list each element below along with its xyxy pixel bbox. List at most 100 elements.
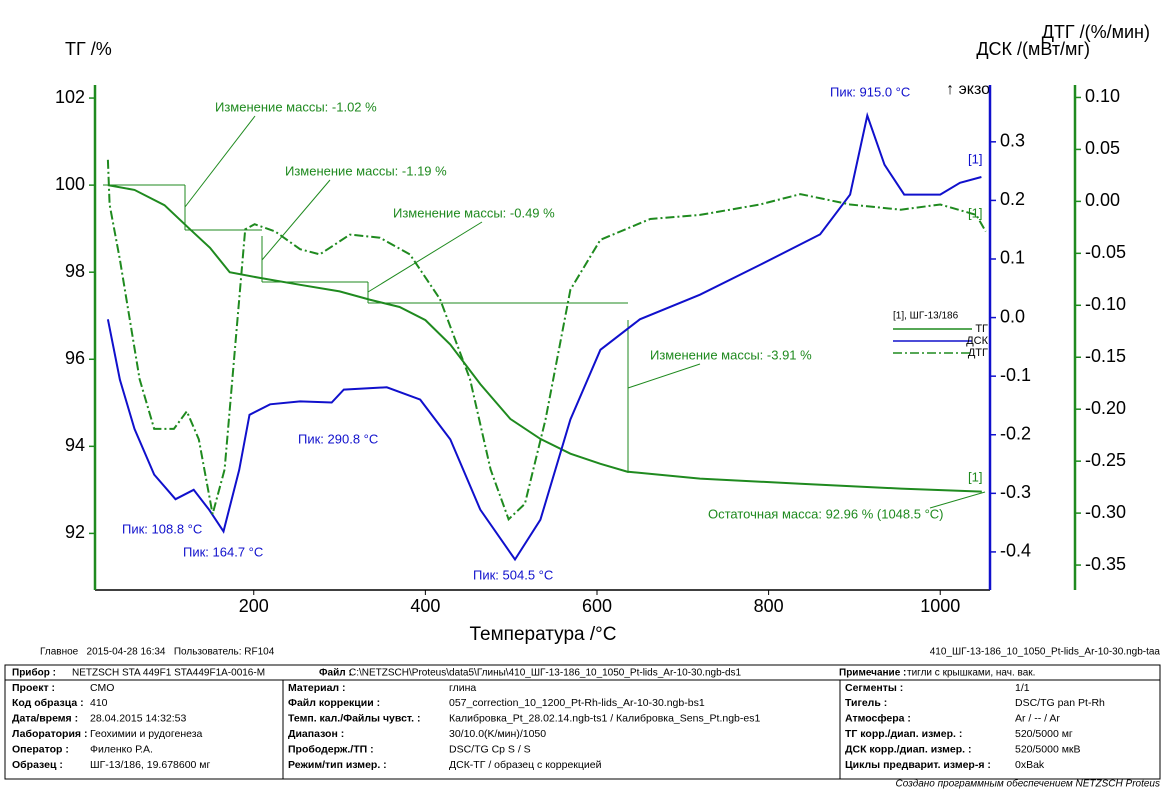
info-value: DSC/TG pan Pt-Rh — [1015, 697, 1105, 709]
y-tick-label: 96 — [65, 348, 85, 368]
x-tick-label: 200 — [239, 596, 269, 616]
info-label: Темп. кал./Файлы чувст. : — [288, 713, 420, 725]
info-label: Циклы предварит. измер-я : — [845, 759, 991, 771]
annotation: Изменение массы: -3.91 % — [650, 347, 812, 362]
series-line — [106, 159, 987, 522]
legend-label: ДСК — [966, 335, 988, 347]
info-label: Файл : — [319, 668, 352, 679]
series-line — [107, 184, 982, 493]
info-label: Прибор : — [12, 667, 56, 679]
y-tick-label: 0.10 — [1085, 86, 1120, 106]
info-label: Прободерж./ТП : — [288, 743, 374, 755]
annotation: [1] — [968, 205, 982, 220]
info-value: ДСК-ТГ / образец с коррекцией — [449, 759, 602, 771]
info-label: Режим/тип измер. : — [288, 759, 387, 771]
info-value: СМО — [90, 682, 114, 694]
y-tick-label: 0.1 — [1000, 248, 1025, 268]
annotation: Изменение массы: -1.19 % — [285, 163, 447, 178]
info-value: 057_correction_10_1200_Pt-Rh-lids_Ar-10-… — [449, 697, 705, 709]
credit: Создано программным обеспечением NETZSCH… — [895, 778, 1160, 789]
info-label: ТГ корр./диап. измер. : — [845, 728, 962, 740]
y-tick-label: -0.15 — [1085, 346, 1126, 366]
y-tick-label: 0.00 — [1085, 190, 1120, 210]
y-tick-label: 100 — [55, 174, 85, 194]
y-tick-label: -0.1 — [1000, 365, 1031, 385]
info-value: NETZSCH STA 449F1 STA449F1A-0016-M — [72, 668, 265, 679]
annotation: [1] — [968, 151, 982, 166]
annotation: [1] — [968, 469, 982, 484]
info-label: Файл коррекции : — [288, 697, 380, 709]
info-label: Примечание : — [839, 668, 906, 679]
info-value: 0xBak — [1015, 759, 1045, 771]
info-value: глина — [449, 682, 476, 694]
info-value: 30/10.0(K/мин)/1050 — [449, 728, 546, 740]
y-tick-label: -0.20 — [1085, 398, 1126, 418]
y-tick-label: 94 — [65, 435, 85, 455]
leader-line — [261, 179, 331, 261]
y-title: ТГ /% — [65, 39, 112, 59]
info-value: 520/5000 мг — [1015, 728, 1073, 740]
info-value: C:\NETZSCH\Proteus\data5\Глины\410_ШГ-13… — [349, 668, 742, 679]
info-value: 410 — [90, 697, 108, 709]
x-tick-label: 400 — [410, 596, 440, 616]
x-title: Температура /°C — [470, 624, 617, 645]
info-value: Филенко Р.А. — [90, 743, 153, 755]
footer-right: 410_ШГ-13-186_10_1050_Pt-lids_Ar-10-30.n… — [930, 647, 1161, 658]
y-tick-label: 0.2 — [1000, 189, 1025, 209]
info-value: 520/5000 мкВ — [1015, 743, 1081, 755]
y-tick-label: -0.10 — [1085, 294, 1126, 314]
y-tick-label: 0.05 — [1085, 138, 1120, 158]
y-tick-label: 102 — [55, 87, 85, 107]
info-label: Образец : — [12, 759, 63, 771]
y-tick-label: -0.2 — [1000, 424, 1031, 444]
y3-title: ДТГ /(%/мин) — [1042, 22, 1150, 42]
x-tick-label: 800 — [754, 596, 784, 616]
info-value: Геохимии и рудогенеза — [90, 728, 203, 740]
x-tick-label: 1000 — [920, 596, 960, 616]
y-tick-label: -0.05 — [1085, 242, 1126, 262]
leader-line — [184, 115, 256, 208]
info-value: Калибровка_Pt_28.02.14.ngb-ts1 / Калибро… — [449, 713, 760, 725]
leader-line — [929, 491, 986, 509]
y-tick-label: -0.4 — [1000, 541, 1031, 561]
exo-label: ↑ экзо — [946, 81, 990, 98]
info-value: тигли с крышками, нач. вак. — [907, 668, 1035, 679]
leader-line — [627, 363, 701, 389]
info-value: DSC/TG Cp S / S — [449, 743, 531, 755]
y-tick-label: 98 — [65, 261, 85, 281]
info-value: ШГ-13/186, 19.678600 мг — [90, 759, 211, 771]
annotation: Пик: 108.8 °C — [122, 521, 202, 536]
info-label: ДСК корр./диап. измер. : — [845, 743, 971, 755]
info-border — [4, 664, 1161, 780]
info-label: Диапазон : — [288, 728, 344, 740]
info-label: Код образца : — [12, 697, 84, 709]
annotation: Пик: 504.5 °C — [473, 567, 553, 582]
y-tick-label: -0.3 — [1000, 482, 1031, 502]
info-label: Атмосфера : — [845, 713, 911, 725]
info-label: Сегменты : — [845, 682, 903, 694]
info-label: Материал : — [288, 682, 346, 694]
info-label: Оператор : — [12, 743, 69, 755]
x-tick-label: 600 — [582, 596, 612, 616]
annotation: Остаточная масса: 92.96 % (1048.5 °C) — [708, 506, 944, 521]
series-line — [106, 111, 982, 562]
legend-label: ДТГ — [968, 347, 988, 359]
y-tick-label: -0.30 — [1085, 502, 1126, 522]
info-label: Дата/время : — [12, 713, 78, 725]
y-tick-label: -0.25 — [1085, 450, 1126, 470]
info-value: 28.04.2015 14:32:53 — [90, 713, 187, 725]
info-value: Ar / -- / Ar — [1015, 713, 1060, 725]
info-label: Проект : — [12, 682, 55, 694]
y-tick-label: 0.3 — [1000, 131, 1025, 151]
leader-line — [367, 221, 483, 293]
y-tick-label: 92 — [65, 522, 85, 542]
annotation: Изменение массы: -1.02 % — [215, 99, 377, 114]
info-label: Лаборатория : — [12, 728, 87, 740]
y2-title: ДСК /(мВт/мг) — [976, 39, 1090, 59]
legend-title: [1], ШГ-13/186 — [893, 311, 959, 322]
footer-left: Главное 2015-04-28 16:34 Пользователь: R… — [40, 647, 275, 658]
annotation: Пик: 915.0 °C — [830, 84, 910, 99]
info-value: 1/1 — [1015, 682, 1030, 694]
info-label: Тигель : — [845, 697, 887, 709]
